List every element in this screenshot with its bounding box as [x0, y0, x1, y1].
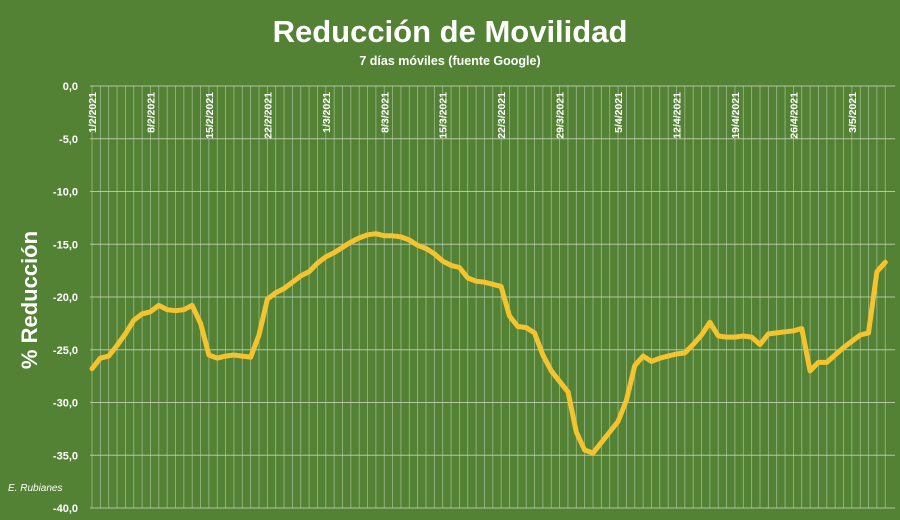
x-tick-label: 3/5/2021 — [847, 92, 859, 133]
chart-title: Reducción de Movilidad — [272, 14, 628, 49]
y-tick-label: -30,0 — [53, 398, 78, 410]
x-tick-label: 29/3/2021 — [555, 92, 567, 139]
x-tick-label: 22/3/2021 — [496, 92, 508, 139]
x-tick-label: 19/4/2021 — [730, 92, 742, 139]
x-tick-label: 1/2/2021 — [87, 92, 99, 133]
x-tick-label: 26/4/2021 — [788, 92, 800, 139]
y-tick-label: -10,0 — [53, 187, 78, 199]
chart-subtitle: 7 días móviles (fuente Google) — [359, 54, 541, 68]
x-tick-label: 15/2/2021 — [204, 92, 216, 139]
y-tick-label: 0,0 — [63, 81, 78, 93]
y-tick-label: -5,0 — [59, 134, 78, 146]
y-tick-label: -40,0 — [53, 503, 78, 515]
x-tick-label: 15/3/2021 — [438, 92, 450, 139]
author-credit: E. Rubianes — [8, 483, 63, 494]
x-tick-label: 1/3/2021 — [321, 92, 333, 133]
x-tick-label: 22/2/2021 — [262, 92, 274, 139]
x-tick-label: 12/4/2021 — [672, 92, 684, 139]
y-tick-label: -15,0 — [53, 239, 78, 251]
y-tick-label: -25,0 — [53, 345, 78, 357]
y-tick-label: -35,0 — [53, 450, 78, 462]
x-tick-label: 8/3/2021 — [379, 92, 391, 133]
x-tick-label: 8/2/2021 — [145, 92, 157, 133]
series-line — [89, 231, 888, 456]
x-tick-label: 5/4/2021 — [613, 92, 625, 133]
y-tick-label: -20,0 — [53, 292, 78, 304]
